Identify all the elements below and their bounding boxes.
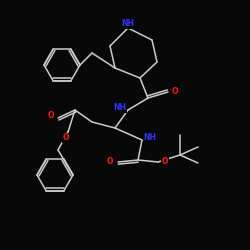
Text: NH: NH	[122, 20, 134, 28]
Text: O: O	[63, 134, 69, 142]
Text: O: O	[48, 112, 54, 120]
Text: NH: NH	[144, 134, 156, 142]
Text: O: O	[107, 158, 113, 166]
Text: O: O	[172, 88, 178, 96]
Text: O: O	[162, 158, 168, 166]
Text: NH: NH	[114, 104, 126, 112]
